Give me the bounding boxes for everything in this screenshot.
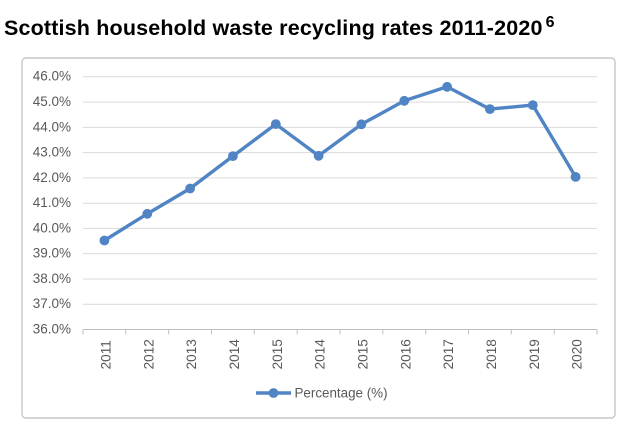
svg-text:2015: 2015 bbox=[356, 339, 371, 369]
svg-text:2016: 2016 bbox=[398, 339, 413, 369]
svg-text:44.0%: 44.0% bbox=[33, 119, 71, 134]
svg-text:43.0%: 43.0% bbox=[33, 145, 71, 160]
svg-text:42.0%: 42.0% bbox=[33, 170, 71, 185]
svg-text:2013: 2013 bbox=[184, 339, 199, 369]
svg-text:40.0%: 40.0% bbox=[33, 220, 71, 235]
svg-text:41.0%: 41.0% bbox=[33, 195, 71, 210]
svg-text:2020: 2020 bbox=[570, 339, 585, 370]
svg-text:46.0%: 46.0% bbox=[33, 69, 71, 84]
svg-text:2014: 2014 bbox=[313, 339, 328, 370]
svg-text:Percentage (%): Percentage (%) bbox=[295, 386, 388, 401]
svg-text:2014: 2014 bbox=[227, 339, 242, 370]
svg-text:45.0%: 45.0% bbox=[33, 94, 71, 109]
svg-text:2018: 2018 bbox=[484, 339, 499, 369]
svg-text:38.0%: 38.0% bbox=[33, 271, 71, 286]
svg-text:36.0%: 36.0% bbox=[33, 321, 71, 336]
svg-text:2011: 2011 bbox=[99, 340, 114, 369]
svg-text:2019: 2019 bbox=[527, 339, 542, 369]
svg-text:2012: 2012 bbox=[141, 339, 156, 369]
svg-text:2015: 2015 bbox=[270, 339, 285, 369]
svg-text:39.0%: 39.0% bbox=[33, 246, 71, 261]
svg-text:2017: 2017 bbox=[441, 339, 456, 369]
svg-text:37.0%: 37.0% bbox=[33, 296, 71, 311]
